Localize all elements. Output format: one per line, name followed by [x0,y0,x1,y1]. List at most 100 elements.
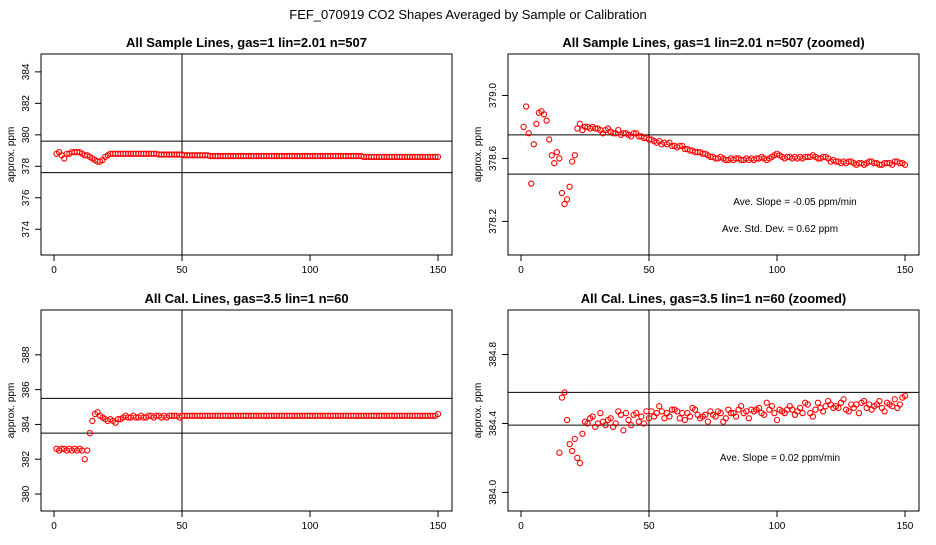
data-point [901,392,909,399]
data-point [676,415,683,422]
y-tick-label: 384 [21,63,32,80]
plot-frame [40,53,453,256]
data-point [81,456,88,463]
y-tick-label: 380 [21,126,32,143]
data-point [563,196,571,203]
data-point [602,422,609,429]
chart-panel-2: All Sample Lines, gas=1 lin=2.01 n=507 (… [473,35,920,276]
data-point [61,155,68,162]
data-point [528,180,535,187]
data-point [584,420,591,427]
data-point [643,408,650,415]
data-point [574,454,581,462]
data-point [796,404,804,412]
y-tick-label: 384.8 [488,342,499,367]
data-point [755,404,763,412]
data-point [615,126,622,134]
data-point [896,401,904,408]
data-point [855,409,863,417]
x-tick-label: 50 [176,521,188,532]
data-point [556,449,563,456]
x-tick-label: 100 [302,521,319,532]
y-tick-label: 378 [21,158,32,175]
chart-panel-4: All Cal. Lines, gas=3.5 lin=1 n=60 (zoom… [473,291,920,532]
data-point [607,415,614,422]
annotation-text: Ave. Slope = -0.05 ppm/min [733,197,857,208]
data-point [901,161,909,168]
data-point [434,153,442,161]
data-point [732,413,740,420]
data-point [566,440,573,448]
panel-title: All Cal. Lines, gas=3.5 lin=1 n=60 (zoom… [581,291,847,306]
data-point [819,408,827,415]
panel-title: All Cal. Lines, gas=3.5 lin=1 n=60 [144,291,348,306]
data-point [860,397,868,405]
x-tick-label: 100 [302,265,319,276]
data-point [717,409,724,417]
data-point [745,415,752,422]
data-point [553,148,560,156]
data-point [635,418,642,425]
x-tick-label: 150 [897,521,914,532]
data-point [620,427,627,434]
y-tick-label: 374 [21,220,32,237]
data-point [666,413,673,420]
data-point [773,416,781,424]
data-point [627,422,635,429]
data-point [835,404,842,412]
data-point [576,459,584,467]
data-point [610,130,617,137]
data-point [702,411,709,418]
data-point [84,447,91,454]
data-point [704,418,712,425]
data-point [569,158,576,165]
data-point [876,397,883,405]
data-point [763,399,770,406]
data-point [804,401,811,408]
data-point [569,447,576,455]
data-point [571,152,578,159]
data-point [589,413,596,420]
data-point [543,117,550,124]
x-tick-label: 50 [176,265,188,276]
data-point [661,415,668,422]
data-point [86,429,93,437]
data-point [612,420,619,427]
data-point [891,396,898,403]
data-point [881,408,888,415]
data-point [571,435,578,443]
data-point [525,130,532,137]
data-point [625,416,632,424]
data-point [633,409,640,417]
data-point [640,420,648,427]
data-point [548,152,555,159]
x-tick-label: 150 [430,265,447,276]
chart-panel-1: All Sample Lines, gas=1 lin=2.01 n=507 0 5… [6,35,453,276]
data-point [558,189,566,197]
y-tick-label: 384.4 [488,410,499,435]
data-point [546,136,553,143]
data-point [530,141,537,148]
y-tick-label: 379.0 [488,83,499,108]
y-tick-label: 378.2 [488,208,499,233]
data-point [845,408,852,415]
y-tick-label: 382 [21,450,32,467]
data-point [432,153,439,161]
data-point [520,123,527,131]
data-point [658,408,665,415]
x-tick-label: 0 [51,521,57,532]
data-point [691,406,699,413]
y-tick-label: 380 [21,485,32,502]
data-point [622,409,630,417]
main-title: FEF_070919 CO2 Shapes Averaged by Sample… [289,7,646,22]
data-point [434,410,442,418]
y-axis-label: approx. ppm [473,383,484,439]
x-tick-label: 100 [769,265,786,276]
data-point [638,413,645,420]
x-tick-label: 0 [518,521,524,532]
data-point [556,155,563,162]
data-point [799,409,806,417]
plot-frame [507,53,920,256]
x-tick-label: 150 [897,265,914,276]
data-point [768,403,776,410]
